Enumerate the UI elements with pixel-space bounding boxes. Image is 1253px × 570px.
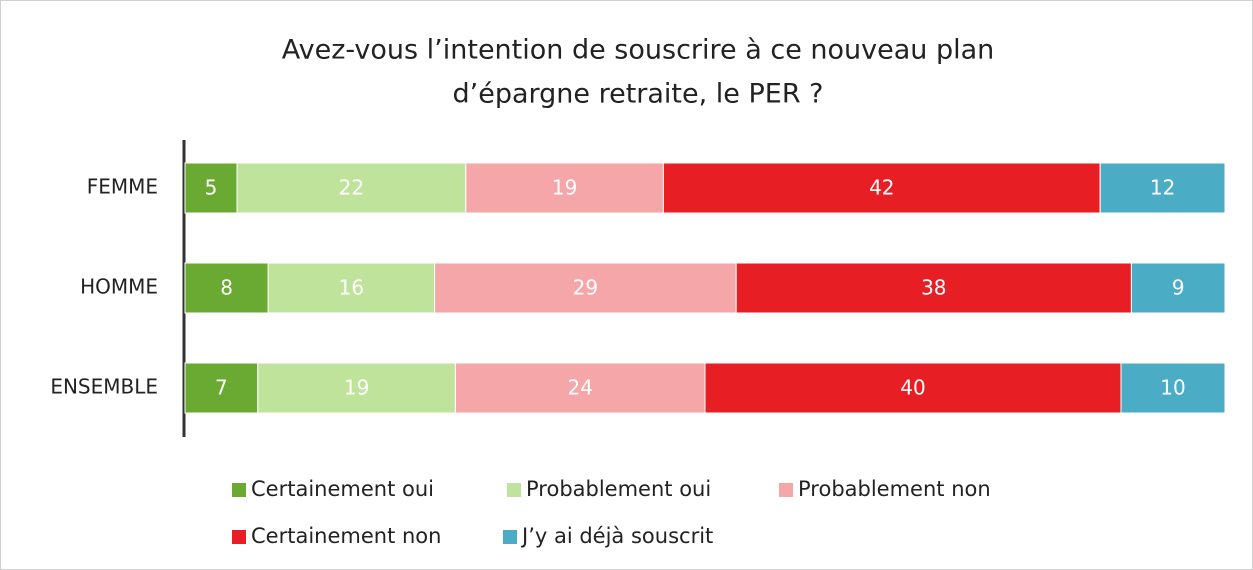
- data-label: 22: [339, 176, 364, 200]
- data-label: 10: [1160, 376, 1185, 400]
- data-label: 42: [869, 176, 894, 200]
- y-tick-label: FEMME: [87, 175, 158, 199]
- legend-swatch: [232, 483, 246, 497]
- data-label: 38: [921, 276, 946, 300]
- data-label: 5: [205, 176, 218, 200]
- bar-segment: [735, 262, 1132, 314]
- bar-segment: [184, 362, 259, 414]
- data-label: 40: [900, 376, 925, 400]
- legend-label: J’y ai déjà souscrit: [520, 524, 713, 548]
- bar-segment: [704, 362, 1122, 414]
- legend-swatch: [779, 483, 793, 497]
- y-tick-label: HOMME: [80, 275, 158, 299]
- bar-segment: [1099, 162, 1226, 214]
- chart-title: d’épargne retraite, le PER ?: [452, 79, 823, 110]
- legend-label: Probablement non: [798, 477, 991, 501]
- legend-label: Certainement non: [251, 524, 441, 548]
- data-label: 8: [220, 276, 233, 300]
- bar-segment: [1130, 262, 1226, 314]
- bar-segment: [454, 362, 706, 414]
- data-label: 12: [1150, 176, 1175, 200]
- data-label: 29: [573, 276, 598, 300]
- bar-segment: [184, 162, 238, 214]
- legend-swatch: [232, 530, 246, 544]
- legend-swatch: [503, 530, 517, 544]
- chart-title: Avez-vous l’intention de souscrire à ce …: [282, 35, 995, 66]
- data-label: 9: [1172, 276, 1185, 300]
- data-label: 24: [567, 376, 592, 400]
- data-label: 16: [339, 276, 364, 300]
- legend-label: Certainement oui: [251, 477, 434, 501]
- data-label: 7: [215, 376, 228, 400]
- data-label: 19: [552, 176, 577, 200]
- bar-segment: [236, 162, 467, 214]
- legend-label: Probablement oui: [526, 477, 711, 501]
- legend-swatch: [507, 483, 521, 497]
- y-tick-label: ENSEMBLE: [50, 375, 158, 399]
- bar-segment: [1120, 362, 1226, 414]
- bar-segment: [257, 362, 456, 414]
- data-label: 19: [344, 376, 369, 400]
- bar-segment: [267, 262, 436, 314]
- bar-segment: [434, 262, 737, 314]
